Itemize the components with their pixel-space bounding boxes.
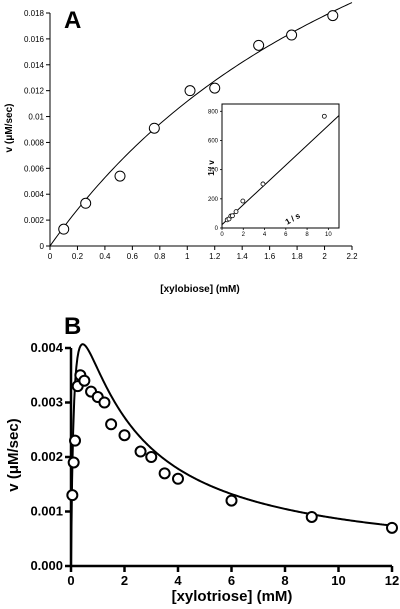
panel-a-y-tick-label: 0.014 xyxy=(24,61,45,70)
panel-a-y-tick-label: 0 xyxy=(40,242,45,251)
panel-b-data-point xyxy=(305,510,318,523)
inset-x-tick-label: 0 xyxy=(220,232,224,238)
inset-data-point xyxy=(240,198,246,204)
inset-y-tick-label: 0 xyxy=(215,226,219,232)
panel-a-axes: 0 0.2 0.4 0.6 0.8 1 1.2 1.4 1.6 1.8 2 2.2 0 0.002 0.00… xyxy=(24,9,358,261)
panel-a-data-point xyxy=(253,39,265,51)
panel-a-x-tick-label: 1.8 xyxy=(292,252,304,261)
panel-a-fit-curve xyxy=(49,2,353,247)
panel-b-data-point xyxy=(98,396,111,409)
inset-data-point xyxy=(230,213,235,219)
panel-a-y-tick-label: 0.01 xyxy=(28,113,44,122)
panel-b-data-point xyxy=(386,521,398,534)
panel-b-data-point xyxy=(145,451,158,463)
inset-data-point xyxy=(321,113,327,119)
inset-x-tick-label: 6 xyxy=(284,232,288,238)
panel-b-y-tick-label: 0.003 xyxy=(30,395,63,410)
panel-b-data-point xyxy=(69,434,82,447)
panel-a-x-tick-label: 0.6 xyxy=(127,252,139,261)
panel-a-letter: A xyxy=(64,7,81,34)
panel-a-x-tick-label: 2.2 xyxy=(346,252,358,261)
panel-a-y-tick-label: 0.012 xyxy=(24,87,45,96)
panel-b-data-point xyxy=(67,456,80,469)
panel-a-x-tick-label: 0 xyxy=(48,252,53,261)
panel-a-y-tick-label: 0.008 xyxy=(24,138,45,147)
panel-b-data-point xyxy=(225,494,238,507)
panel-a-data-point xyxy=(184,85,196,97)
panel-a-x-tick-label: 1.4 xyxy=(237,252,249,261)
panel-a-data-point xyxy=(114,170,126,182)
inset-x-tick-label: 8 xyxy=(305,232,309,238)
panel-a-x-tick-label: 1 xyxy=(185,252,190,261)
inset-x-tick-label: 10 xyxy=(325,232,332,238)
panel-a-y-tick-label: 0.018 xyxy=(24,9,45,18)
panel-b-fit-curve xyxy=(70,343,393,567)
panel-b-data-point xyxy=(118,429,131,442)
inset-data-point xyxy=(260,181,266,187)
panel-b-chart: B 0 2 4 6 8 10 12 0.000 0.001 0.002 0.003 0.004 [xy… xyxy=(5,313,399,605)
panel-a-data-point xyxy=(327,10,339,22)
panel-a-y-tick-label: 0.002 xyxy=(24,216,45,225)
panel-a-x-tick-label: 0.4 xyxy=(99,252,111,261)
panel-b-data-point xyxy=(105,418,118,431)
panel-b-x-tick-label: 4 xyxy=(174,573,182,588)
panel-a-x-tick-label: 2 xyxy=(322,252,327,261)
panel-b-x-tick-label: 8 xyxy=(281,573,288,588)
inset-y-axis-label: 1 / v xyxy=(207,160,216,176)
panel-a-x-tick-label: 0.2 xyxy=(72,252,84,261)
panel-a-y-tick-label: 0.006 xyxy=(24,164,45,173)
panel-b-x-tick-label: 12 xyxy=(385,573,399,588)
panel-b-x-tick-label: 10 xyxy=(331,573,345,588)
panel-a-data-point xyxy=(148,122,160,134)
panel-b-letter: B xyxy=(64,313,81,340)
panel-a-x-axis-label: [xylobiose] (mM) xyxy=(160,284,239,295)
panel-a-data-point xyxy=(209,82,221,94)
panel-b-y-tick-label: 0.004 xyxy=(30,340,63,355)
panel-b-y-axis-label: v (μM/sec) xyxy=(5,418,22,491)
panel-b-y-tick-label: 0.001 xyxy=(30,504,63,519)
panel-a-y-tick-label: 0.016 xyxy=(24,35,45,44)
panel-b-x-tick-label: 0 xyxy=(67,573,74,588)
inset-y-tick-label: 400 xyxy=(208,168,219,174)
panel-b-axes: 0 2 4 6 8 10 12 0.000 0.001 0.002 0.003 0.004 xyxy=(30,340,399,588)
panel-b-x-axis-label: [xylotriose] (mM) xyxy=(172,588,293,605)
panel-b-data-point xyxy=(78,374,91,387)
inset-frame xyxy=(221,103,340,229)
panel-a-points xyxy=(58,10,339,235)
panel-b-x-tick-label: 6 xyxy=(228,573,235,588)
panel-a-data-point xyxy=(286,29,298,41)
panel-a-data-point xyxy=(58,223,70,235)
panel-a-y-axis-label: v (μM/sec) xyxy=(4,104,15,153)
panel-a-y-tick-label: 0.004 xyxy=(24,190,45,199)
inset-data-point xyxy=(233,209,239,215)
panel-b-points xyxy=(66,369,398,534)
panel-b-y-tick-label: 0.002 xyxy=(30,449,63,464)
inset-axes: 0 2 4 6 8 10 0 200 400 600 800 xyxy=(208,104,339,238)
panel-a-chart: A 0 0.2 0.4 0.6 0.8 1 1.2 1.4 1.6 1.8 2 2.2 0 0.002 0.… xyxy=(4,2,358,295)
panel-b-data-point xyxy=(172,472,184,485)
inset-y-tick-label: 600 xyxy=(208,138,219,144)
inset-points xyxy=(224,113,327,223)
panel-a-x-tick-label: 0.8 xyxy=(154,252,166,261)
inset-fit-line xyxy=(221,115,340,226)
inset-y-tick-label: 800 xyxy=(208,109,219,115)
inset-x-tick-label: 4 xyxy=(263,232,267,238)
panel-a-x-tick-label: 1.2 xyxy=(209,252,221,261)
inset-y-tick-label: 200 xyxy=(208,197,219,203)
panel-b-x-tick-label: 2 xyxy=(121,573,128,588)
panel-b-y-tick-label: 0.000 xyxy=(30,558,63,573)
inset-x-tick-label: 2 xyxy=(242,232,246,238)
panel-a-data-point xyxy=(80,197,92,209)
panel-b-data-point xyxy=(134,445,147,458)
panel-b-data-point xyxy=(158,467,171,480)
panel-b-data-point xyxy=(66,489,79,502)
panel-a-x-tick-label: 1.6 xyxy=(264,252,276,261)
